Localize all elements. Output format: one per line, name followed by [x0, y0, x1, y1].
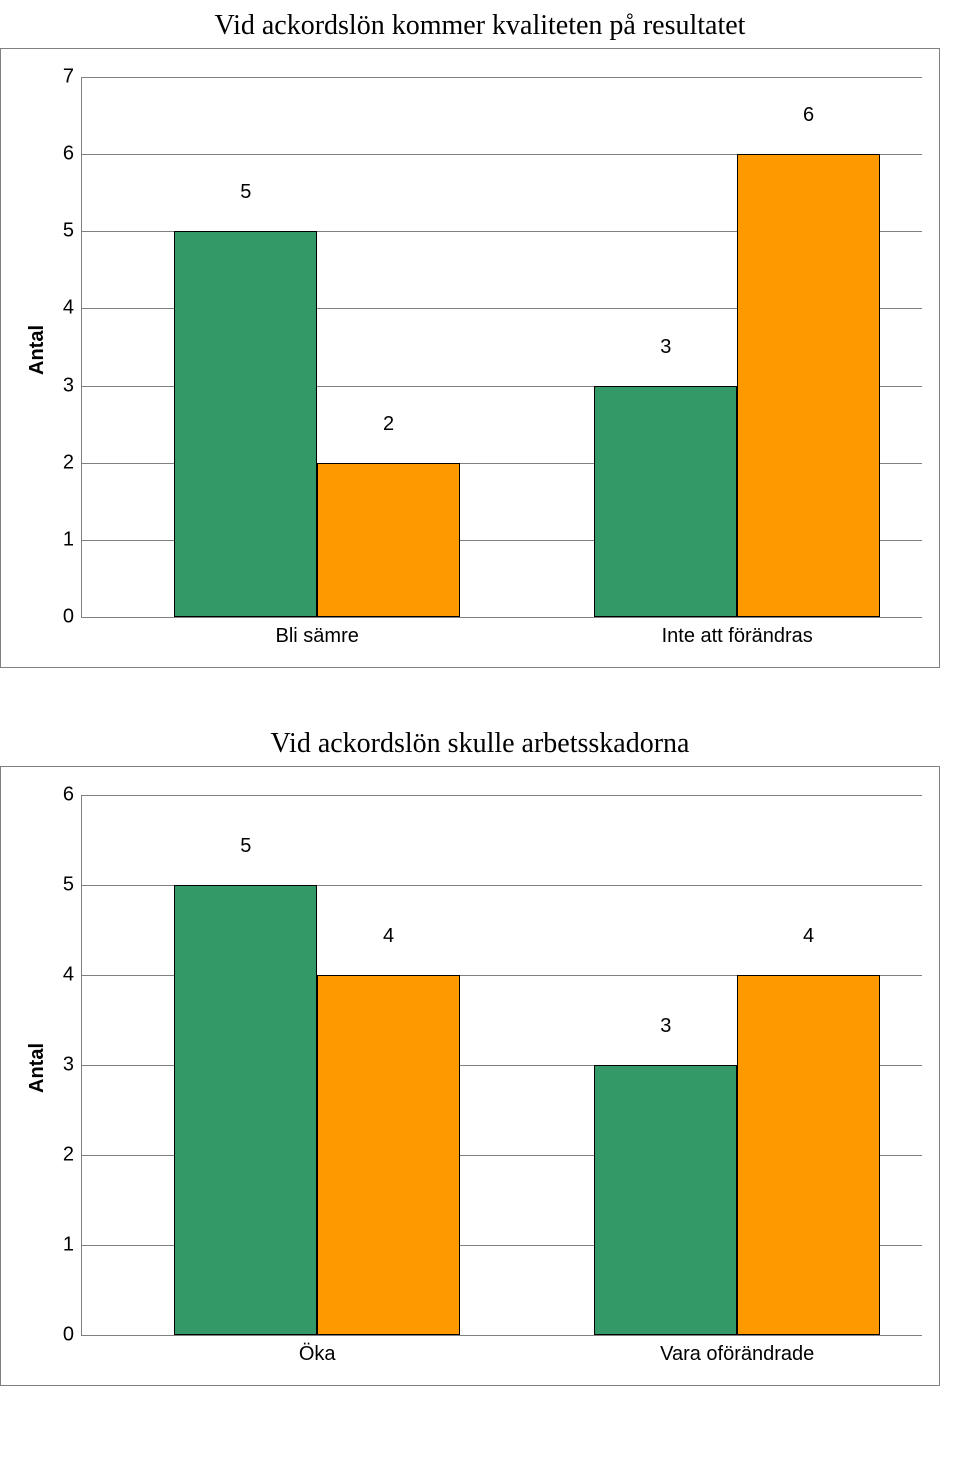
chart-2-frame: 0 1 2 3 4 5 6 5 3 4 4 Öka Vara oförändrade Antal [0, 766, 940, 1386]
chart-2-plot-area: 01234565344ÖkaVara oförändrade [81, 795, 922, 1336]
chart-2-bar [594, 1065, 737, 1335]
chart-2-ytick: 0 [63, 1324, 74, 1347]
chart-1-ytick: 1 [63, 528, 74, 551]
chart-1-title: Vid ackordslön kommer kvaliteten på resu… [0, 10, 960, 42]
chart-2-title: Vid ackordslön skulle arbetsskadorna [0, 728, 960, 760]
chart-2-ytick: 1 [63, 1234, 74, 1257]
chart-1-ylabel: Antal [26, 325, 49, 375]
chart-2-ytick: 5 [63, 874, 74, 897]
chart-2-ytick: 3 [63, 1054, 74, 1077]
chart-1-gridline [82, 77, 922, 78]
chart-2-ytick: 6 [63, 784, 74, 807]
chart-1-xtick: Inte att förändras [662, 625, 813, 648]
chart-2-ytick: 2 [63, 1144, 74, 1167]
chart-2-xtick: Vara oförändrade [660, 1343, 814, 1366]
chart-1-bar-label: 3 [660, 336, 671, 359]
chart-2-bar [174, 885, 317, 1335]
chart-2-bar-label: 5 [240, 835, 251, 858]
chart-1-ytick: 4 [63, 297, 74, 320]
chart-2-bar [737, 975, 880, 1335]
chart-2-bar [317, 975, 460, 1335]
chart-1-bar [594, 386, 737, 617]
chart-1-ytick: 6 [63, 143, 74, 166]
chart-1-ytick: 2 [63, 451, 74, 474]
chart-2-ylabel: Antal [26, 1043, 49, 1093]
chart-1-xtick: Bli sämre [276, 625, 359, 648]
chart-2: Vid ackordslön skulle arbetsskadorna 0 1 2… [0, 728, 960, 1386]
chart-1-bar-label: 2 [383, 413, 394, 436]
chart-1-bar [174, 231, 317, 617]
chart-1-ytick: 0 [63, 606, 74, 629]
chart-1-bar [317, 463, 460, 617]
chart-2-gridline [82, 795, 922, 796]
chart-1-ytick: 5 [63, 220, 74, 243]
chart-2-ytick: 4 [63, 964, 74, 987]
chart-1-plot-area: 012345675326Bli sämreInte att förändras [81, 77, 922, 618]
page: Vid ackordslön kommer kvaliteten på resu… [0, 0, 960, 1386]
chart-2-bar-label: 4 [383, 925, 394, 948]
chart-1-ytick: 7 [63, 66, 74, 89]
chart-2-xtick: Öka [299, 1343, 336, 1366]
chart-1: Vid ackordslön kommer kvaliteten på resu… [0, 10, 960, 668]
chart-2-bar-label: 4 [803, 925, 814, 948]
chart-1-bar-label: 6 [803, 104, 814, 127]
chart-1-ytick: 3 [63, 374, 74, 397]
chart-2-bar-label: 3 [660, 1015, 671, 1038]
chart-1-frame: 012345675326Bli sämreInte att förändras … [0, 48, 940, 668]
chart-1-bar-label: 5 [240, 181, 251, 204]
chart-1-bar [737, 154, 880, 617]
